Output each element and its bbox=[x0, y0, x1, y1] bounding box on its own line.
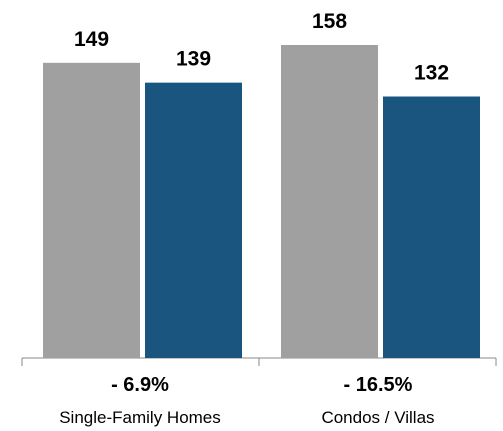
category-label-condos-villas: Condos / Villas bbox=[321, 408, 434, 427]
bar-series-2-single-family bbox=[145, 82, 242, 358]
bar-series-1-single-family bbox=[43, 62, 140, 359]
value-label-series-1-condos-villas: 158 bbox=[312, 10, 347, 33]
value-label-series-1-single-family: 149 bbox=[74, 28, 109, 51]
change-label-single-family: - 6.9% bbox=[111, 374, 169, 396]
category-label-single-family: Single-Family Homes bbox=[59, 408, 221, 427]
bar-series-1-condos-villas bbox=[281, 45, 378, 358]
value-label-series-2-single-family: 139 bbox=[176, 48, 211, 71]
bar-series-2-condos-villas bbox=[383, 96, 480, 358]
labels-group: 149 158 139 132 - 6.9% Single-Family Homes - 1… bbox=[59, 10, 449, 427]
bars-group bbox=[43, 45, 480, 359]
value-label-series-2-condos-villas: 132 bbox=[414, 62, 449, 85]
change-label-condos-villas: - 16.5% bbox=[344, 374, 413, 396]
